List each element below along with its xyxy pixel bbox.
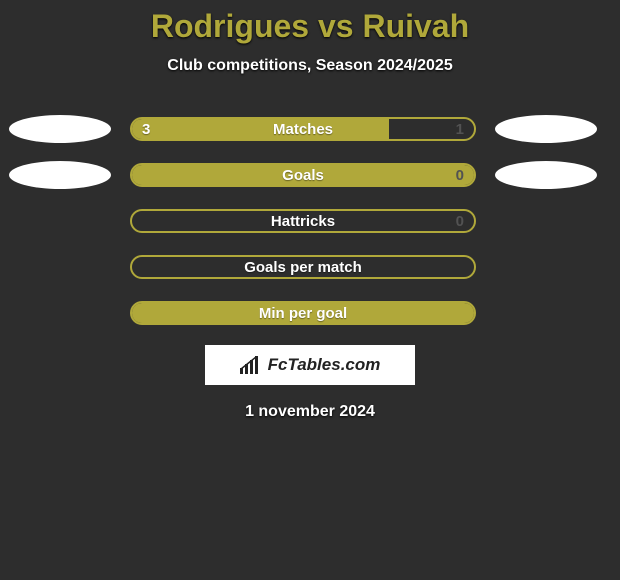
stat-row: Goals 0 [0, 161, 620, 189]
subtitle: Club competitions, Season 2024/2025 [0, 57, 620, 75]
player-left-oval [9, 161, 111, 189]
date-text: 1 november 2024 [0, 403, 620, 421]
page-title: Rodrigues vs Ruivah [0, 0, 620, 45]
chart-icon [240, 356, 262, 374]
stat-bar: 3 Matches 1 [130, 117, 476, 141]
comparison-card: Rodrigues vs Ruivah Club competitions, S… [0, 0, 620, 421]
source-badge: FcTables.com [205, 345, 415, 385]
stat-label: Matches [132, 119, 474, 139]
stat-label: Hattricks [132, 211, 474, 231]
stat-row: Goals per match [0, 253, 620, 281]
stat-bar: Min per goal [130, 301, 476, 325]
stat-row: Min per goal [0, 299, 620, 327]
stat-bar: Hattricks 0 [130, 209, 476, 233]
stat-row: 3 Matches 1 [0, 115, 620, 143]
player-left-oval [9, 115, 111, 143]
stat-label: Goals per match [132, 257, 474, 277]
stat-bar: Goals 0 [130, 163, 476, 187]
stat-right-value: 0 [456, 165, 464, 185]
player-right-oval [495, 161, 597, 189]
stat-row: Hattricks 0 [0, 207, 620, 235]
stat-right-value: 1 [456, 119, 464, 139]
source-badge-text: FcTables.com [268, 355, 381, 375]
stat-bar: Goals per match [130, 255, 476, 279]
stats-rows: 3 Matches 1 Goals 0 Hattricks [0, 115, 620, 327]
stat-right-value: 0 [456, 211, 464, 231]
player-right-oval [495, 115, 597, 143]
stat-label: Min per goal [132, 303, 474, 323]
stat-label: Goals [132, 165, 474, 185]
